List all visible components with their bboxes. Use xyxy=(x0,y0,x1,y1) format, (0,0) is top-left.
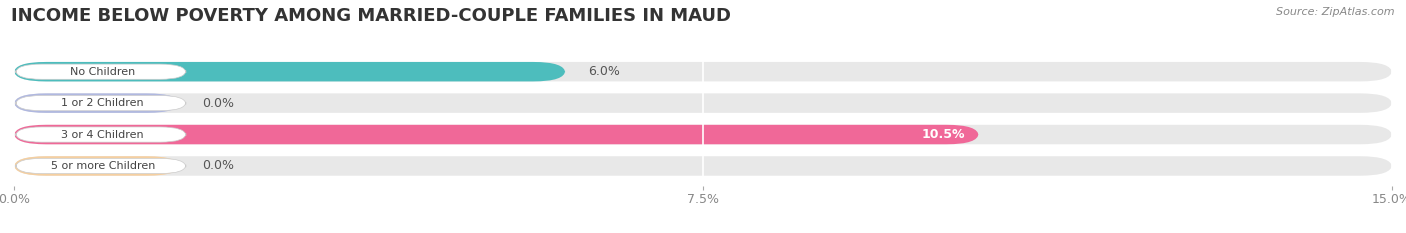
FancyBboxPatch shape xyxy=(15,96,186,111)
Text: INCOME BELOW POVERTY AMONG MARRIED-COUPLE FAMILIES IN MAUD: INCOME BELOW POVERTY AMONG MARRIED-COUPL… xyxy=(11,7,731,25)
Text: No Children: No Children xyxy=(70,67,135,77)
FancyBboxPatch shape xyxy=(14,93,1392,113)
FancyBboxPatch shape xyxy=(14,93,180,113)
Text: 3 or 4 Children: 3 or 4 Children xyxy=(62,130,143,140)
FancyBboxPatch shape xyxy=(14,156,1392,176)
Text: 0.0%: 0.0% xyxy=(202,97,235,110)
FancyBboxPatch shape xyxy=(14,156,180,176)
Text: 0.0%: 0.0% xyxy=(202,159,235,172)
Text: 10.5%: 10.5% xyxy=(921,128,965,141)
FancyBboxPatch shape xyxy=(14,62,565,81)
FancyBboxPatch shape xyxy=(15,127,186,142)
FancyBboxPatch shape xyxy=(14,125,1392,144)
Text: 1 or 2 Children: 1 or 2 Children xyxy=(62,98,143,108)
FancyBboxPatch shape xyxy=(15,64,186,79)
Text: 5 or more Children: 5 or more Children xyxy=(51,161,155,171)
FancyBboxPatch shape xyxy=(15,158,186,174)
Text: Source: ZipAtlas.com: Source: ZipAtlas.com xyxy=(1277,7,1395,17)
Text: 6.0%: 6.0% xyxy=(588,65,620,78)
FancyBboxPatch shape xyxy=(14,62,1392,81)
FancyBboxPatch shape xyxy=(14,125,979,144)
